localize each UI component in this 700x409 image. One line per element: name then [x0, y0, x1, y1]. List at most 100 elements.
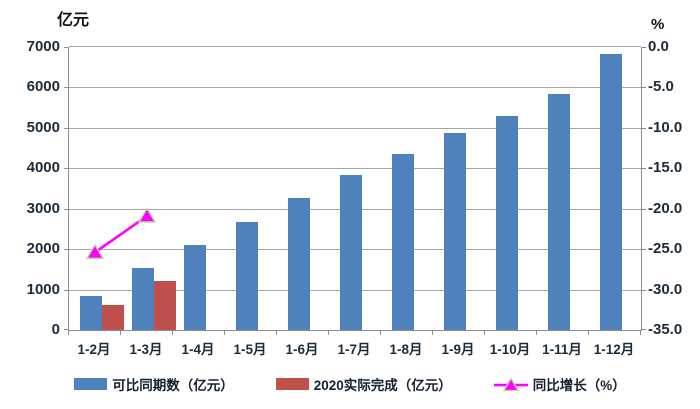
x-axis-category-label: 1-7月	[337, 342, 371, 357]
bar-comparable-prior-period	[392, 153, 415, 330]
right-axis-tick-label: -10.0	[648, 118, 683, 136]
right-axis-tick	[641, 208, 646, 210]
left-axis-tick	[64, 87, 69, 89]
category-slot	[433, 47, 485, 330]
x-axis-tick	[328, 331, 329, 335]
category-slot	[225, 47, 277, 330]
legend-label: 2020实际完成（亿元）	[313, 378, 452, 393]
right-axis-tick	[641, 168, 646, 170]
category-slot	[485, 47, 537, 330]
legend-item-yoy-growth: 同比增长（%）	[493, 374, 626, 394]
x-axis-category-label: 1-5月	[233, 342, 267, 357]
left-axis-tick-label: 2000	[26, 240, 60, 258]
x-axis-tick	[380, 331, 381, 335]
bar-2020-actual	[154, 281, 176, 330]
legend-label: 可比同期数（亿元）	[112, 378, 234, 393]
category-slot	[537, 47, 589, 330]
left-axis-tick	[64, 208, 69, 210]
right-axis-tick-label: -20.0	[648, 199, 683, 217]
legend: 可比同期数（亿元） 2020实际完成（亿元） 同比增长（%）	[0, 372, 700, 396]
right-axis-tick-label: -15.0	[648, 159, 683, 177]
left-axis-tick-label: 5000	[26, 118, 60, 136]
x-axis-category-label: 1-3月	[129, 342, 163, 357]
bar-comparable-prior-period	[444, 133, 467, 330]
x-axis-tick	[276, 331, 277, 335]
right-axis-tick	[641, 47, 646, 48]
legend-item-comparable-prior-period: 可比同期数（亿元）	[74, 374, 234, 394]
right-axis-tick-label: -35.0	[648, 321, 683, 338]
x-axis-tick	[640, 331, 641, 335]
left-axis-unit-label: 亿元	[57, 12, 90, 29]
bar-comparable-prior-period	[496, 116, 519, 330]
plot-area	[64, 46, 646, 335]
category-slot	[589, 47, 641, 330]
right-axis-tick-label: 0.0	[648, 38, 669, 55]
bar-comparable-prior-period	[236, 221, 259, 330]
gridline	[69, 87, 641, 89]
category-slot	[381, 47, 433, 330]
x-axis-labels: 1-2月 1-3月 1-4月 1-5月 1-6月 1-7月 1-8月 1-9月 1-10月 1-1…	[68, 338, 640, 357]
category-slot	[329, 47, 381, 330]
bar-2020-actual	[102, 304, 124, 330]
legend-bar-swatch-icon	[275, 378, 309, 390]
x-axis-category-label: 1-4月	[181, 342, 215, 357]
x-axis-category-label: 1-11月	[542, 342, 582, 357]
category-slot	[173, 47, 225, 330]
bar-comparable-prior-period	[132, 268, 155, 330]
left-axis-tick	[64, 47, 69, 48]
gridline	[69, 46, 641, 47]
growth-line-layer	[85, 207, 157, 260]
bar-comparable-prior-period	[184, 245, 207, 330]
x-axis-tick	[172, 331, 173, 335]
x-axis-tick	[224, 331, 225, 335]
bar-comparable-prior-period	[600, 54, 623, 330]
x-axis-tick	[536, 331, 537, 335]
legend-bar-swatch-icon	[74, 378, 108, 390]
bar-comparable-prior-period	[340, 174, 363, 330]
right-axis-tick-label: -25.0	[648, 240, 683, 258]
right-axis-tick	[641, 87, 646, 89]
legend-line-marker-icon	[493, 377, 528, 392]
left-axis-tick-label: 4000	[26, 159, 60, 177]
left-axis-tick	[64, 249, 69, 251]
triangle-marker-icon	[137, 207, 157, 223]
category-slot	[69, 47, 124, 330]
x-axis-category-label: 1-6月	[285, 342, 319, 357]
x-axis-tick	[68, 331, 69, 335]
left-axis-tick-label: 7000	[26, 38, 60, 55]
right-axis-tick	[641, 289, 646, 291]
category-slot	[277, 47, 329, 330]
left-axis-tick-label: 1000	[26, 280, 60, 298]
x-axis-category-label: 1-10月	[489, 342, 531, 357]
x-axis-category-label: 1-2月	[77, 342, 111, 357]
x-axis-category-label: 1-8月	[389, 342, 423, 357]
legend-label: 同比增长（%）	[532, 378, 626, 393]
category-slot	[121, 47, 176, 330]
bar-comparable-prior-period	[548, 93, 571, 330]
right-axis-tick-label: -5.0	[648, 78, 674, 96]
legend-item-2020-actual: 2020实际完成（亿元）	[275, 374, 452, 394]
left-axis-tick-label: 6000	[26, 78, 60, 96]
bar-comparable-prior-period	[288, 197, 311, 330]
left-axis-tick	[64, 168, 69, 170]
left-axis-tick-label: 0	[51, 321, 60, 338]
left-axis-tick	[64, 329, 69, 330]
triangle-marker-icon	[85, 243, 105, 260]
right-axis-tick	[641, 127, 646, 129]
left-axis-tick	[64, 289, 69, 291]
x-axis-tick	[432, 331, 433, 335]
gridline	[69, 168, 641, 170]
right-axis-tick-label: -30.0	[648, 280, 683, 298]
x-axis-tick	[588, 331, 589, 335]
x-axis-category-label: 1-9月	[441, 342, 475, 357]
x-axis-category-label: 1-12月	[593, 342, 635, 357]
right-axis-unit-label: %	[651, 16, 665, 33]
right-axis-tick	[641, 329, 646, 330]
left-axis-tick-label: 3000	[26, 199, 60, 217]
x-axis-tick	[120, 331, 121, 335]
gridline	[69, 127, 641, 129]
bar-comparable-prior-period	[80, 296, 103, 330]
x-axis-tick	[484, 331, 485, 335]
right-axis-tick	[641, 249, 646, 251]
